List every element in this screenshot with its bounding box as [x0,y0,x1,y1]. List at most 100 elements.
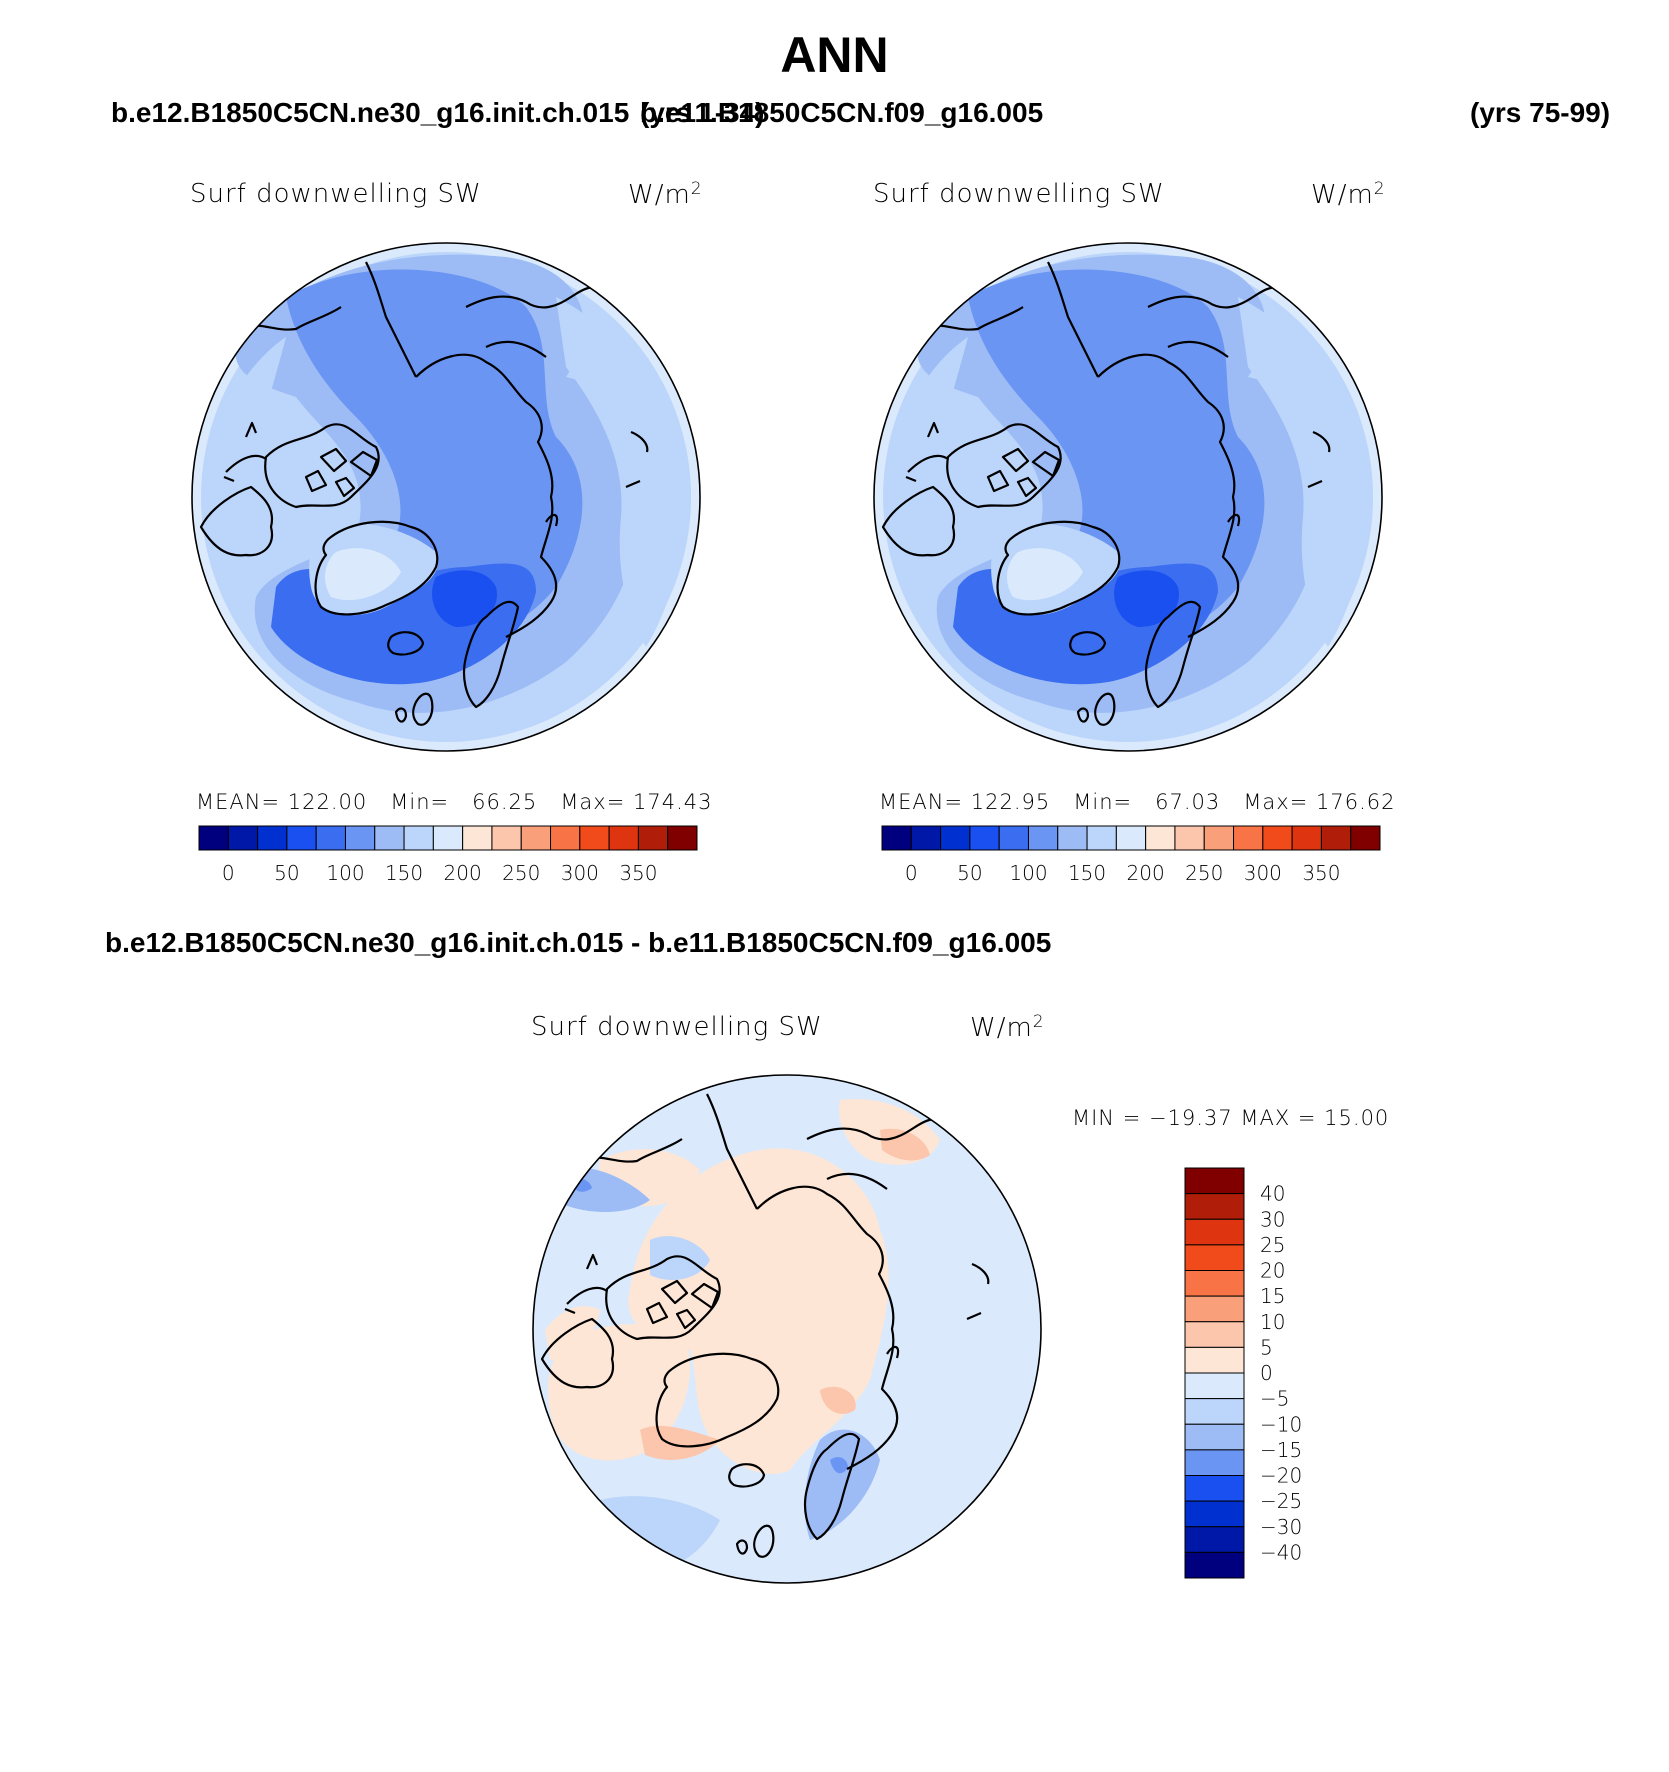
panel-diff-unit: W/m2 [970,1012,1045,1043]
colorbar-swatch [1184,1526,1245,1553]
colorbar-swatch [1184,1449,1245,1476]
colorbar-swatch [1203,825,1235,851]
colorbar-swatch [403,825,434,851]
colorbar-swatch [1184,1270,1245,1297]
colorbar-swatch [667,825,698,851]
colorbar-tick-label: 150 [385,861,423,885]
colorbar-tick-label: 0 [1260,1361,1273,1385]
colorbar-tick-label: 200 [1127,861,1165,885]
map-a-border [191,242,701,752]
colorbar-swatch [969,825,1000,851]
colorbar-swatch [940,825,971,851]
panel-b-unit: W/m2 [1311,179,1386,210]
colorbar-swatch [1145,825,1176,851]
colorbar-swatch [1184,1500,1245,1528]
colorbar-tick-label: 40 [1260,1182,1285,1206]
colorbar-swatch [637,825,669,851]
colorbar-swatch [1184,1218,1245,1246]
colorbar-swatch [1174,825,1205,851]
colorbar-swatch [1184,1244,1245,1271]
page-title: ANN [780,27,889,83]
colorbar-tick-label: 250 [1185,861,1223,885]
colorbar-tick-label: 20 [1260,1259,1285,1283]
map-panel-b [874,243,1382,751]
panel-b-stats: MEAN= 122.95 Min= 67.03 Max= 176.62 [879,790,1396,814]
colorbar-panel-b: 0 50 100 150 200 250 300 350 [881,825,1381,885]
colorbar-swatch [286,825,317,851]
colorbar-swatch [1184,1346,1245,1374]
colorbar-swatch [998,825,1029,851]
colorbar-tick-label: −25 [1260,1489,1302,1513]
colorbar-swatch [315,825,346,851]
panel-a-variable: Surf downwelling SW [190,179,482,209]
colorbar-swatch [1184,1475,1245,1502]
panel-a-unit: W/m2 [628,179,703,210]
panel-diff-stats: MIN = −19.37 MAX = 15.00 [1072,1106,1390,1130]
colorbar-swatch [1184,1423,1245,1451]
colorbar-tick-label: 10 [1260,1310,1285,1334]
colorbar-swatch [1027,825,1059,851]
colorbar-swatch [344,825,376,851]
colorbar-swatch [881,825,912,851]
colorbar-tick-label: 250 [502,861,540,885]
colorbar-tick-label: 200 [444,861,482,885]
colorbar-tick-label: −20 [1260,1464,1302,1488]
colorbar-swatch [1184,1167,1245,1195]
map-difference-border [532,1074,1042,1584]
panel-diff-variable: Surf downwelling SW [531,1012,823,1042]
colorbar-swatch [1350,825,1381,851]
colorbar-swatch [491,825,522,851]
colorbar-swatch [1233,825,1264,851]
colorbar-tick-label: −30 [1260,1515,1302,1539]
colorbar-tick-label: 30 [1260,1207,1285,1231]
colorbar-tick-label: 300 [561,861,599,885]
colorbar-swatch [1184,1398,1245,1425]
colorbar-swatch [198,825,229,851]
colorbar-tick-label: 5 [1260,1335,1273,1359]
colorbar-tick-label: 100 [326,861,364,885]
colorbar-tick-label: 15 [1260,1284,1285,1308]
colorbar-tick-label: 0 [222,861,235,885]
difference-label: b.e12.B1850C5CN.ne30_g16.init.ch.015 - b… [105,927,1052,958]
colorbar-swatch [462,825,493,851]
colorbar-swatch [1086,825,1117,851]
map-panel-a [192,243,700,751]
colorbar-panel-a: 0 50 100 150 200 250 300 350 [198,825,698,885]
colorbar-swatch [608,825,639,851]
colorbar-swatch [1262,825,1293,851]
colorbar-swatch [257,825,288,851]
colorbar-swatch [432,825,464,851]
colorbar-tick-label: −15 [1260,1438,1302,1462]
colorbar-swatch [910,825,942,851]
colorbar-tick-label: 150 [1068,861,1106,885]
colorbar-tick-label: 25 [1260,1233,1285,1257]
colorbar-swatch [1115,825,1147,851]
colorbar-swatch [1184,1551,1245,1579]
colorbar-swatch [1057,825,1088,851]
colorbar-swatch [1291,825,1322,851]
colorbar-swatch [1184,1321,1245,1348]
colorbar-tick-label: 50 [957,861,982,885]
colorbar-tick-label: 300 [1244,861,1282,885]
panel-b-variable: Surf downwelling SW [873,179,1165,209]
colorbar-tick-label: −5 [1260,1387,1289,1411]
case-b-years: (yrs 75-99) [1470,97,1611,128]
colorbar-swatch [1184,1295,1245,1323]
colorbar-swatch [1184,1193,1245,1220]
case-b-label: b.e11.B1850C5CN.f09_g16.005 [640,97,1044,128]
colorbar-tick-label: 50 [274,861,299,885]
map-b-border [873,242,1383,752]
colorbar-swatch [1320,825,1352,851]
colorbar-tick-label: 350 [1302,861,1340,885]
map-panel-difference [533,1075,1041,1583]
colorbar-tick-label: 0 [905,861,918,885]
colorbar-tick-label: 100 [1009,861,1047,885]
colorbar-swatch [520,825,552,851]
colorbar-swatch [374,825,405,851]
colorbar-tick-label: −40 [1260,1540,1302,1564]
case-a-label: b.e12.B1850C5CN.ne30_g16.init.ch.015 [111,97,630,128]
case-a-years: (yrs 1-34) [640,97,765,128]
colorbar-swatch [579,825,610,851]
